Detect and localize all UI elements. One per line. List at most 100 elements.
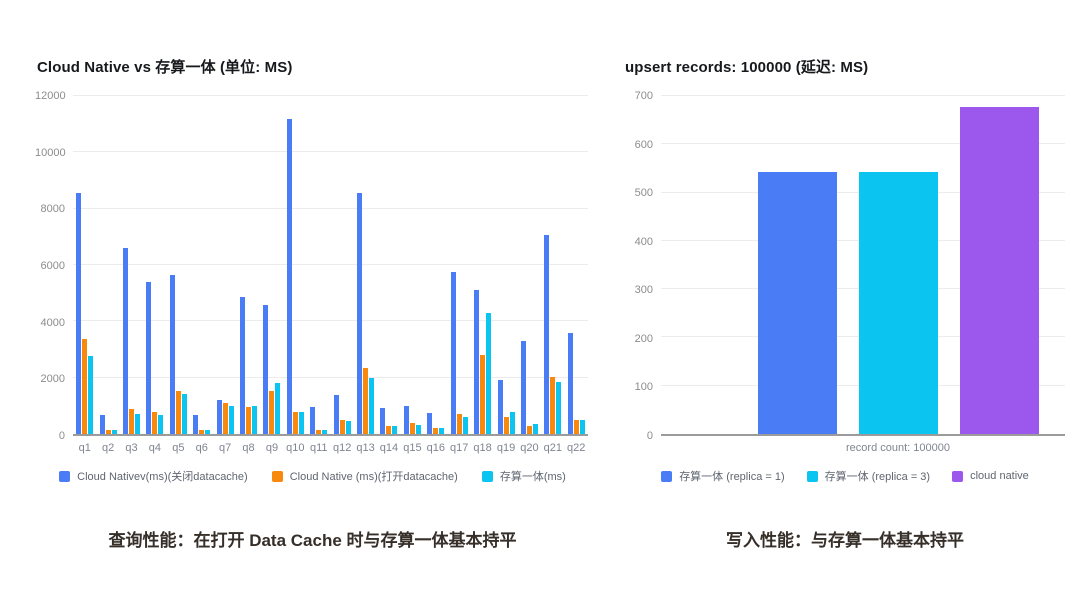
gridline	[661, 143, 1065, 145]
bar	[497, 380, 503, 434]
bar	[474, 290, 480, 434]
bar	[757, 171, 837, 434]
bar	[409, 422, 415, 434]
bar-cluster	[123, 96, 141, 434]
legend-swatch-icon	[59, 470, 71, 482]
bar	[76, 193, 82, 434]
x-axis-tick-label: q13	[356, 442, 375, 454]
upsert-performance-chart: upsert records: 100000 (延迟: MS) 0 100 200 3…	[625, 56, 1065, 551]
x-axis-tick-label: q9	[265, 442, 279, 454]
x-axis-tick-label: q17	[450, 442, 469, 454]
bar	[316, 430, 322, 434]
bar	[386, 425, 392, 434]
x-axis-tick-label: q10	[286, 442, 305, 454]
bar	[339, 419, 345, 434]
y-axis-tick-label: 12000	[35, 90, 66, 102]
x-axis-tick-label: q2	[101, 442, 115, 454]
legend-swatch-icon	[481, 470, 493, 482]
y-axis: 0 100 200 300 400 500 600 700	[625, 90, 655, 442]
bar	[322, 430, 328, 434]
y-axis-tick-label: 700	[634, 90, 653, 102]
x-axis-tick-label: q19	[496, 442, 516, 454]
bar	[439, 428, 445, 434]
y-axis-tick-label: 8000	[40, 203, 65, 216]
query-performance-chart: Cloud Native vs 存算一体 (单位: MS) 0 2000 4000 6…	[35, 56, 588, 551]
bar	[152, 411, 158, 434]
chart-title: Cloud Native vs 存算一体 (单位: MS)	[37, 59, 293, 76]
bar	[82, 338, 88, 434]
bar	[333, 394, 339, 434]
y-axis-tick-label: 4000	[40, 316, 65, 329]
bar-group: record count: 100000	[757, 96, 1039, 454]
x-axis-tick-label: q7	[219, 442, 232, 454]
legend-item[interactable]: Cloud Nativev(ms)(关闭datacache)	[59, 468, 248, 484]
bar	[345, 421, 351, 434]
bar	[275, 383, 281, 434]
legend-label: Cloud Native (ms)(打开datacache)	[289, 471, 458, 483]
bar	[99, 415, 105, 434]
bar	[363, 368, 369, 434]
bar	[573, 419, 579, 434]
bar	[532, 423, 538, 434]
bar	[544, 235, 550, 434]
legend-swatch-icon	[952, 470, 964, 482]
bar	[858, 172, 938, 434]
bar-cluster	[333, 96, 351, 434]
chart-body: 0 2000 4000 6000 8000 10000 12000 q1 q2 q3 q4 q5 q6…	[35, 90, 588, 454]
bar	[427, 412, 433, 434]
bar-cluster	[427, 96, 445, 434]
bar	[252, 405, 258, 434]
bar	[135, 413, 141, 434]
bar	[520, 340, 526, 434]
bar-cluster	[286, 96, 304, 434]
legend-label: cloud native	[970, 470, 1029, 482]
bar	[503, 417, 509, 434]
bar-groups: record count: 100000	[661, 96, 1065, 454]
x-axis-tick-label: q14	[379, 442, 399, 454]
bar-group: q9	[263, 96, 281, 454]
bar	[199, 430, 205, 434]
bar-cluster	[757, 96, 1039, 434]
bar	[205, 430, 211, 434]
bar	[298, 412, 304, 434]
x-axis-tick-label: q1	[78, 442, 91, 454]
bar	[240, 296, 246, 434]
x-axis-tick-label: q6	[195, 442, 208, 454]
bar-cluster	[497, 96, 515, 434]
legend-swatch-icon	[806, 470, 818, 482]
x-axis-tick-label: q20	[520, 442, 539, 454]
bar-group: q15	[403, 96, 422, 454]
gridline	[73, 264, 588, 265]
legend-label: 存算一体(ms)	[499, 471, 566, 483]
bar-cluster	[263, 96, 281, 434]
bar-group: q14	[380, 96, 398, 454]
legend-item[interactable]: 存算一体 (replica = 1)	[661, 468, 785, 484]
plot-area: record count: 100000	[661, 95, 1065, 454]
bar	[216, 400, 222, 434]
bar-cluster	[474, 96, 492, 434]
bar-group: q2	[99, 96, 117, 454]
legend: Cloud Nativev(ms)(关闭datacache) Cloud Nati…	[37, 468, 588, 484]
bar-cluster	[357, 96, 375, 434]
y-axis-tick-label: 0	[58, 430, 65, 442]
bar-group: q22	[567, 96, 585, 454]
gridline	[661, 95, 1065, 96]
bar-cluster	[169, 96, 187, 434]
gridline	[73, 320, 588, 322]
legend-swatch-icon	[271, 470, 283, 482]
legend-item[interactable]: Cloud Native (ms)(打开datacache)	[271, 468, 458, 484]
bar	[228, 405, 234, 434]
legend-item[interactable]: cloud native	[952, 470, 1029, 482]
bar-group: q8	[240, 96, 258, 454]
bar	[286, 118, 292, 434]
legend-item[interactable]: 存算一体 (replica = 3)	[806, 468, 930, 484]
chart-title: upsert records: 100000 (延迟: MS)	[625, 59, 869, 76]
bar	[146, 281, 152, 434]
bar-group: q16	[427, 96, 445, 454]
bar	[105, 430, 111, 434]
bar	[129, 408, 135, 434]
legend-item[interactable]: 存算一体(ms)	[481, 468, 566, 484]
x-axis-tick-label: q15	[403, 442, 422, 454]
x-axis-tick-label: q12	[332, 442, 352, 454]
